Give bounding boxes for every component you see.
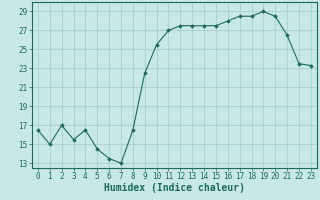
X-axis label: Humidex (Indice chaleur): Humidex (Indice chaleur): [104, 183, 245, 193]
